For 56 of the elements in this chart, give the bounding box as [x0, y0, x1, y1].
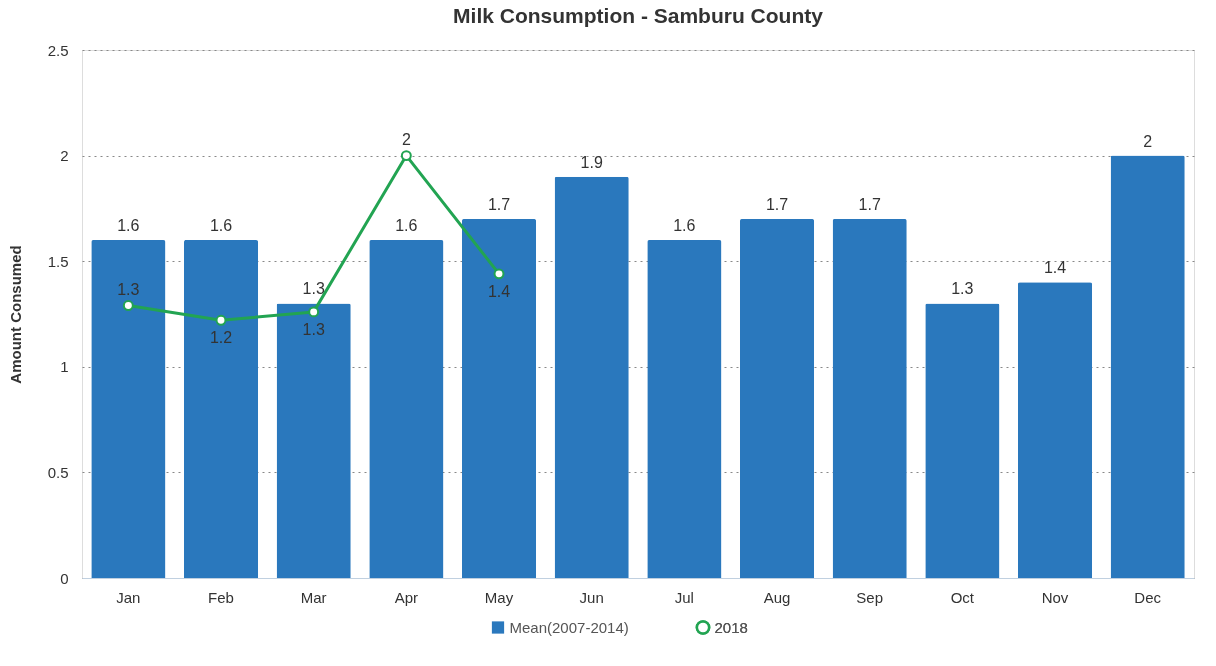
x-tick-label: Jul	[674, 588, 694, 606]
y-tick-label: 1	[60, 358, 69, 376]
x-tick-label: Sep	[856, 588, 884, 606]
bar	[1017, 282, 1093, 578]
bar	[183, 240, 259, 578]
x-tick-label: Dec	[1134, 588, 1162, 606]
data-label: 1.9	[580, 153, 603, 171]
y-tick-label: 1.5	[47, 252, 69, 270]
bar	[647, 240, 722, 578]
chart-title: Milk Consumption - Samburu County	[453, 4, 824, 27]
data-label: 2	[1143, 132, 1153, 150]
bar	[276, 303, 351, 578]
data-label: 1.4	[487, 282, 511, 300]
data-label: 1.7	[487, 195, 511, 213]
point	[400, 150, 412, 162]
data-label: 1.4	[1043, 259, 1067, 277]
x-tick-label: May	[484, 588, 514, 606]
data-label: 1.7	[858, 195, 881, 213]
bar	[1110, 155, 1185, 578]
data-label: 1.6	[117, 217, 140, 235]
legend-label: Mean(2007-2014)	[509, 618, 629, 636]
x-tick-label: Mar	[300, 588, 327, 606]
y-tick-label: 0.5	[47, 463, 69, 481]
bar	[925, 303, 1000, 578]
x-tick-label: Jun	[579, 588, 604, 606]
x-tick-label: Aug	[763, 588, 791, 606]
bar	[739, 218, 815, 578]
legend-label: 2018	[714, 618, 748, 636]
data-label: 1.3	[951, 280, 974, 298]
bar	[369, 240, 444, 578]
point	[493, 268, 505, 280]
x-tick-label: Feb	[208, 588, 234, 606]
y-axis-title: Amount Consumed	[6, 245, 24, 384]
data-label: 1.6	[209, 217, 233, 235]
data-label: 1.3	[302, 280, 325, 298]
x-tick-label: Oct	[950, 588, 975, 606]
data-label: 1.2	[209, 329, 233, 347]
bar	[461, 218, 537, 578]
data-label: 1.7	[765, 195, 789, 213]
x-tick-label: Jan	[116, 588, 141, 606]
bar	[832, 218, 907, 578]
bar	[554, 176, 629, 578]
data-label: 1.3	[117, 280, 140, 298]
y-tick-label: 0	[60, 569, 69, 587]
y-tick-label: 2	[60, 147, 69, 165]
x-tick-label: Apr	[394, 588, 419, 606]
data-label: 2	[401, 130, 411, 148]
point	[122, 300, 134, 312]
x-tick-label: Nov	[1041, 588, 1069, 606]
y-tick-label: 2.5	[47, 41, 69, 59]
data-label: 1.3	[302, 320, 325, 338]
bar	[91, 240, 166, 578]
point	[308, 306, 320, 318]
point	[215, 314, 227, 326]
data-label: 1.6	[395, 217, 418, 235]
data-label: 1.6	[673, 217, 696, 235]
